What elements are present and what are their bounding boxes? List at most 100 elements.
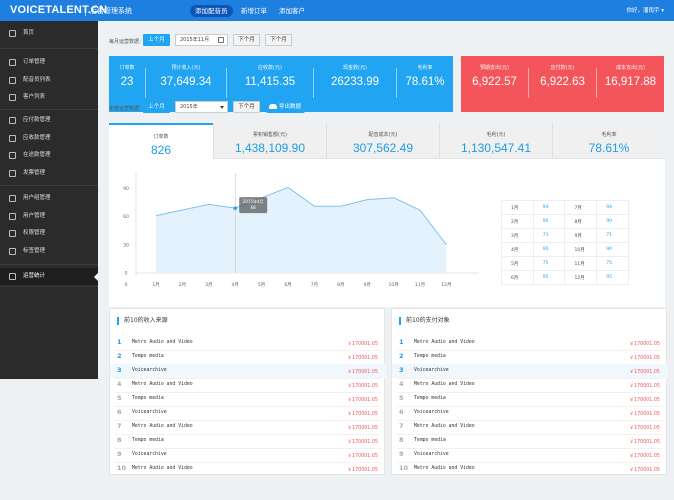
x-tick-label: 1月: [152, 282, 159, 288]
list-item[interactable]: 8 Tempo media ￥170001.05: [392, 434, 668, 448]
x-tick-label: 6月: [284, 282, 291, 288]
list-item[interactable]: 5 Tempo media ￥170001.05: [110, 392, 386, 406]
row-divider: [115, 406, 381, 407]
list-item[interactable]: 7 Metro Audio and Video ￥170001.05: [110, 420, 386, 434]
next-month-button[interactable]: 下个月: [233, 34, 260, 46]
tab-label: 订单数: [153, 134, 169, 140]
top10-income-panel: 前10的收入来源 1 Metro Audio and Video ￥170001.0…: [109, 308, 386, 477]
x-origin-label: 0: [125, 282, 128, 288]
list-item[interactable]: 6 Voicearchive ￥170001.05: [392, 406, 668, 420]
month-value-cell: 90: [532, 242, 566, 257]
tab-value: 78.61%: [588, 141, 630, 155]
list-item[interactable]: 1 Metro Audio and Video ￥170001.05: [110, 336, 386, 350]
amount: ￥170001.05: [347, 412, 378, 417]
sidebar-item-receivables[interactable]: 应收款管理: [0, 130, 98, 147]
next-month-button-2[interactable]: 下个月: [265, 34, 292, 46]
sidebar-item-customers[interactable]: 客户列表: [0, 89, 98, 106]
company-name: Metro Audio and Video: [132, 340, 193, 345]
sidebar-item-users[interactable]: 用户管理: [0, 208, 98, 225]
row-divider: [115, 420, 381, 421]
sidebar-item-invoices[interactable]: 发票管理: [0, 165, 98, 182]
month-label-cell: 2月: [501, 214, 534, 229]
company-name: Metro Audio and Video: [132, 466, 193, 471]
y-tick-label: 90: [123, 186, 129, 192]
tab-sales[interactable]: 累积销售额(元) 1,438,109.90: [213, 123, 326, 159]
lock-icon: [9, 230, 16, 237]
list-item[interactable]: 10 Metro Audio and Video ￥170001.05: [392, 462, 668, 476]
stat-orders: 订单数 23: [109, 64, 145, 88]
list-item[interactable]: 7 Metro Audio and Video ￥170001.05: [392, 420, 668, 434]
stat-value: 6,922.57: [472, 76, 517, 88]
sidebar-item-label: 权限管理: [23, 230, 46, 236]
list-item[interactable]: 5 Tempo media ￥170001.05: [392, 392, 668, 406]
list-item[interactable]: 2 Tempo media ￥170001.05: [110, 350, 386, 364]
month-date-input[interactable]: 2015年11月: [175, 34, 228, 46]
sidebar-item-tags[interactable]: 标签管理: [0, 243, 98, 260]
next-year-button[interactable]: 下个月: [233, 101, 260, 113]
prev-year-button[interactable]: 上个月: [143, 101, 170, 113]
tab-label: 毛利(元): [486, 132, 506, 138]
amount: ￥170001.05: [347, 426, 378, 431]
stat-gross-margin: 毛利率 78.61%: [397, 64, 453, 88]
list-item[interactable]: 9 Voicearchive ￥170001.05: [392, 448, 668, 462]
list-item[interactable]: 3 Voicearchive ￥170001.05: [110, 364, 386, 378]
sidebar-item-label: 订单管理: [23, 59, 46, 65]
sidebar-item-stats[interactable]: 运营统计: [0, 268, 98, 285]
nav-add-customer[interactable]: 添加客户: [279, 7, 305, 15]
row-divider: [397, 406, 663, 407]
sidebar-item-voice-talents[interactable]: 配音员列表: [0, 72, 98, 89]
list-item[interactable]: 9 Voicearchive ￥170001.05: [110, 448, 386, 462]
nav-new-order[interactable]: 新增订单: [241, 7, 267, 15]
tab-gross-margin[interactable]: 毛利率 78.61%: [552, 123, 665, 159]
brand-logo[interactable]: VOICETALENT.CN: [10, 4, 108, 16]
amount: ￥170001.05: [629, 370, 660, 375]
sidebar-item-orders[interactable]: 订单管理: [0, 54, 98, 71]
rank-number: 10: [399, 464, 409, 472]
sidebar-item-label: 标签管理: [23, 248, 46, 254]
invoice-icon: [9, 170, 16, 177]
month-label-cell: 6月: [501, 270, 534, 285]
row-divider: [397, 378, 663, 379]
list-item[interactable]: 6 Voicearchive ￥170001.05: [110, 406, 386, 420]
list-item[interactable]: 10 Metro Audio and Video ￥170001.05: [110, 462, 386, 476]
table-row: 2月 90 8月 90: [501, 214, 629, 229]
stat-cost-expense: 成本支出(元) 16,917.88: [597, 64, 664, 88]
sidebar-item-in-transit[interactable]: 在途款管理: [0, 147, 98, 164]
row-divider: [115, 434, 381, 435]
list-item[interactable]: 4 Metro Audio and Video ￥170001.05: [392, 378, 668, 392]
month-label-cell: 10月: [564, 242, 598, 257]
rank-number: 2: [117, 352, 122, 360]
list-item[interactable]: 2 Tempo media ￥170001.05: [392, 350, 668, 364]
list-item[interactable]: 4 Metro Audio and Video ￥170001.05: [110, 378, 386, 392]
company-name: Metro Audio and Video: [414, 466, 475, 471]
group-icon: [9, 195, 16, 202]
sidebar-item-home[interactable]: 首页: [0, 25, 98, 42]
tab-orders[interactable]: 订单数 826: [109, 123, 213, 160]
user-menu[interactable]: 你好，潘雨宇 ▾: [626, 6, 664, 14]
rank-number: 6: [117, 408, 122, 416]
tab-voice-cost[interactable]: 配音成本(元) 307,562.49: [326, 123, 439, 159]
tab-value: 826: [150, 143, 172, 157]
sidebar-divider: [0, 264, 98, 265]
chevron-down-icon: [220, 106, 224, 109]
month-value-cell: 71: [532, 228, 566, 243]
prev-month-button[interactable]: 上个月: [143, 34, 170, 46]
nav-add-voice-talent[interactable]: 添加配音员: [190, 5, 233, 17]
month-label-cell: 7月: [564, 200, 598, 215]
sidebar-item-user-groups[interactable]: 用户组管理: [0, 190, 98, 207]
x-tick-label: 10月: [388, 282, 398, 288]
list-item[interactable]: 8 Tempo media ￥170001.05: [110, 434, 386, 448]
sidebar: 首页 订单管理 配音员列表 客户列表 应付款管理 应收款管理 在途款管理 发票管…: [0, 21, 98, 379]
sidebar-item-permissions[interactable]: 权限管理: [0, 225, 98, 242]
export-data-button[interactable]: 导出数据: [266, 101, 306, 113]
list-item[interactable]: 1 Metro Audio and Video ￥170001.05: [392, 336, 668, 350]
top-bar: VOICETALENT.CN 后台管理系统 添加配音员 新增订单 添加客户 你好…: [0, 0, 674, 21]
tab-gross-profit[interactable]: 毛利(元) 1,130,547.41: [439, 123, 552, 159]
year-select[interactable]: 2015年: [175, 101, 228, 113]
sidebar-item-label: 首页: [23, 30, 35, 36]
sidebar-item-payables[interactable]: 应付款管理: [0, 112, 98, 129]
calendar-icon[interactable]: [218, 37, 224, 43]
month-label-cell: 11月: [564, 256, 598, 271]
month-label-cell: 1月: [501, 200, 534, 215]
list-item[interactable]: 3 Voicearchive ￥170001.05: [392, 364, 668, 378]
